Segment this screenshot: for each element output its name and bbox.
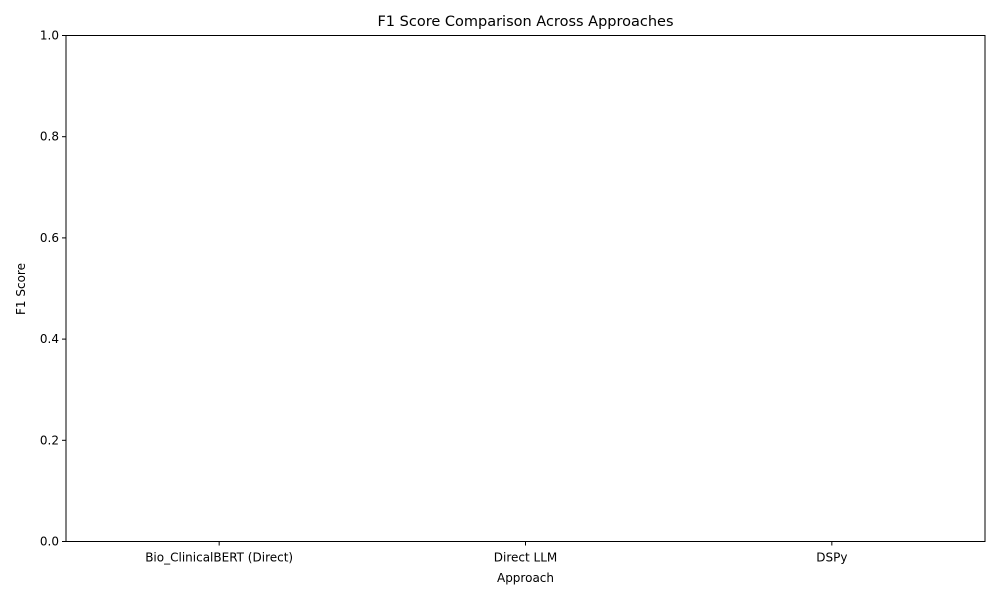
y-tick-label: 0.8 — [40, 130, 59, 144]
x-tick-label: Direct LLM — [494, 551, 557, 565]
y-tick-label: 0.6 — [40, 231, 59, 245]
x-axis-label: Approach — [497, 571, 554, 585]
chart-title: F1 Score Comparison Across Approaches — [377, 14, 673, 30]
y-tick-label: 0.4 — [40, 332, 59, 346]
x-tick-label: DSPy — [816, 551, 847, 565]
y-axis: 0.0 0.2 0.4 0.6 0.8 1.0 — [40, 29, 66, 549]
plot-area — [65, 35, 986, 542]
y-axis-label: F1 Score — [14, 263, 28, 315]
y-tick-label: 0.2 — [40, 433, 59, 447]
x-axis: Bio_ClinicalBERT (Direct) Direct LLM DSPy — [145, 541, 847, 565]
x-tick-label: Bio_ClinicalBERT (Direct) — [145, 551, 293, 565]
y-tick-label: 1.0 — [40, 29, 59, 43]
y-tick-label: 0.0 — [40, 535, 59, 549]
